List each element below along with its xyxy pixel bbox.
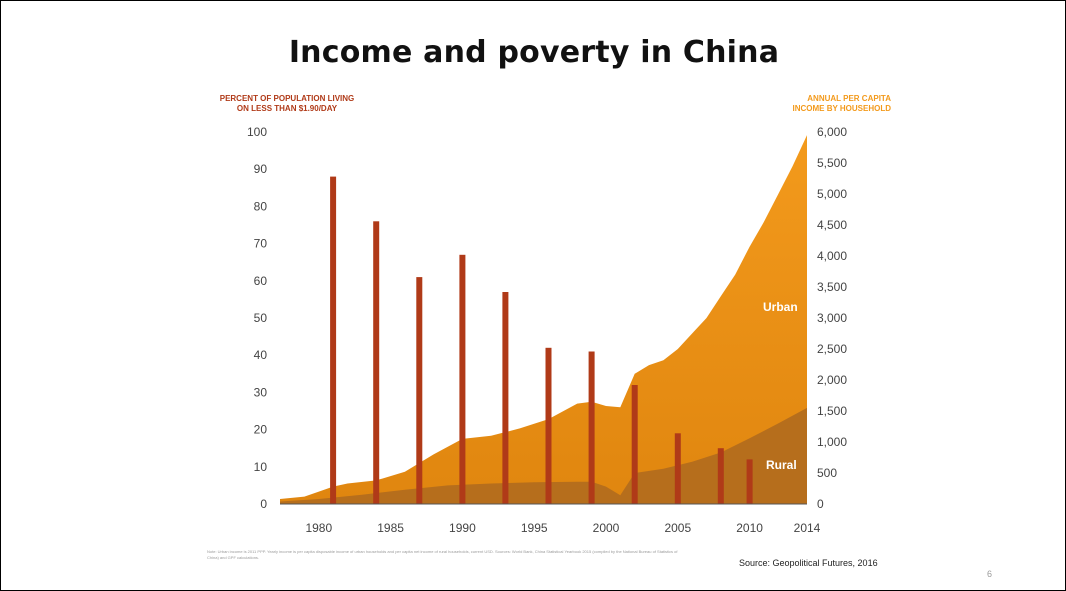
poverty-bar-1993 [502,292,509,504]
right-tick-5,000: 5,000 [817,187,847,201]
left-tick-50: 50 [254,311,268,325]
left-tick-40: 40 [254,348,268,362]
right-tick-1,000: 1,000 [817,435,847,449]
income-areas [280,135,807,504]
area-urban [280,135,807,504]
right-tick-0: 0 [817,497,824,511]
x-tick-2010: 2010 [736,521,763,535]
poverty-bar-2005 [674,433,681,504]
poverty-bar-1996 [545,347,552,504]
right-tick-4,000: 4,000 [817,249,847,263]
poverty-bar-1984 [373,221,380,505]
right-tick-6,000: 6,000 [817,125,847,139]
left-tick-10: 10 [254,460,268,474]
page-number: 6 [987,569,993,579]
x-tick-2005: 2005 [664,521,691,535]
right-tick-2,500: 2,500 [817,342,847,356]
x-tick-1980: 1980 [305,521,332,535]
poverty-bar-1999 [588,351,595,504]
poverty-bar-2010 [746,459,753,504]
chart-footnote: Note: Urban income is 2011 PPP. Yearly i… [207,549,678,560]
poverty-bar-1987 [416,277,423,504]
right-tick-2,000: 2,000 [817,373,847,387]
right-axis-title-line1: ANNUAL PER CAPITA [807,94,891,103]
left-tick-90: 90 [254,162,268,176]
left-tick-30: 30 [254,385,268,399]
poverty-bars [330,176,753,505]
slide-title: Income and poverty in China [288,35,780,70]
x-tick-1985: 1985 [377,521,404,535]
left-axis-title-line1: PERCENT OF POPULATION LIVING [220,94,355,103]
series-label-urban: Urban [763,300,798,314]
x-tick-1990: 1990 [449,521,476,535]
right-axis-title-line2: INCOME BY HOUSEHOLD [792,104,891,113]
right-tick-5,500: 5,500 [817,156,847,170]
poverty-bar-1990 [459,254,466,504]
right-tick-3,500: 3,500 [817,280,847,294]
right-tick-1,500: 1,500 [817,404,847,418]
x-tick-2000: 2000 [593,521,620,535]
left-tick-80: 80 [254,199,268,213]
right-tick-500: 500 [817,466,837,480]
axes: PERCENT OF POPULATION LIVING ON LESS THA… [220,94,891,535]
left-tick-100: 100 [247,125,267,139]
right-tick-4,500: 4,500 [817,218,847,232]
poverty-bar-2002 [631,385,638,504]
source-credit: Source: Geopolitical Futures, 2016 [739,558,878,568]
left-tick-70: 70 [254,237,268,251]
x-tick-2014: 2014 [794,521,821,535]
series-label-rural: Rural [766,458,797,472]
x-tick-1995: 1995 [521,521,548,535]
poverty-bar-2008 [717,448,724,504]
left-tick-60: 60 [254,274,268,288]
poverty-bar-1981 [330,176,337,504]
right-tick-3,000: 3,000 [817,311,847,325]
left-tick-20: 20 [254,423,268,437]
left-tick-0: 0 [260,497,267,511]
left-axis-title-line2: ON LESS THAN $1.90/DAY [237,104,338,113]
